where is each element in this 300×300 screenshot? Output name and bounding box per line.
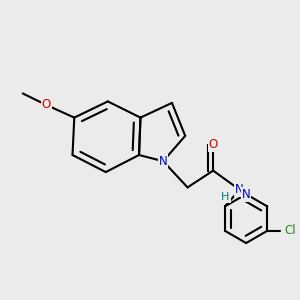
Text: N: N — [159, 155, 167, 168]
Text: O: O — [42, 98, 51, 111]
Text: Cl: Cl — [284, 224, 296, 237]
Text: N: N — [235, 183, 244, 196]
Text: O: O — [208, 139, 218, 152]
Text: N: N — [242, 188, 250, 201]
Text: H: H — [221, 192, 230, 202]
